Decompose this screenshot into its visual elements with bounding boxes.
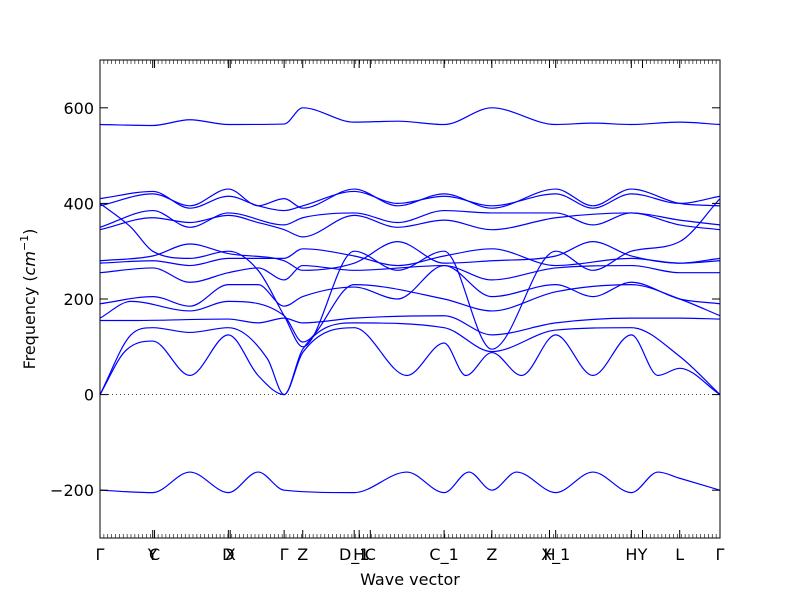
- x-tick-label: C_1: [429, 545, 458, 565]
- x-tick-label: Z: [297, 545, 308, 564]
- y-axis-label-exponent: −1: [18, 235, 31, 251]
- band-line-7: [100, 264, 720, 283]
- band-line-10: [100, 212, 720, 238]
- plot-frame: [99, 59, 721, 539]
- x-axis-label: Wave vector: [360, 570, 460, 589]
- y-tick-label: 0: [84, 386, 94, 405]
- band-line-12: [100, 188, 720, 209]
- x-tick-label: H: [543, 545, 555, 564]
- series-layer: [100, 107, 720, 494]
- y-axis-label-unit: cm: [20, 251, 39, 275]
- x-tick-label: Y: [637, 545, 648, 564]
- y-tick-label: −200: [50, 481, 94, 500]
- x-tick-label: Γ: [716, 545, 725, 564]
- x-tick-label: Γ: [96, 545, 105, 564]
- x-tick-label: D: [222, 545, 234, 564]
- band-line-3: [100, 322, 720, 396]
- band-line-5: [100, 284, 720, 343]
- band-line-15: [100, 107, 720, 127]
- y-axis-label-text: Frequency (: [20, 275, 39, 369]
- y-tick-label: 400: [63, 194, 94, 213]
- band-line-8: [100, 248, 720, 267]
- y-axis-ticks: −200 0 200 400 600: [50, 99, 720, 500]
- y-axis-label: Frequency (cm−1): [18, 229, 39, 370]
- x-tick-label: D_1: [339, 545, 370, 565]
- x-tick-label: H: [625, 545, 637, 564]
- y-tick-label: 600: [63, 99, 94, 118]
- x-tick-label: Z: [486, 545, 497, 564]
- band-line-2: [100, 327, 720, 396]
- x-tick-label: C: [149, 545, 160, 564]
- band-line-1: [100, 471, 720, 494]
- x-tick-label: Γ: [280, 545, 289, 564]
- x-axis-ticks: Γ YC DX Γ Z D_1H C C_1 Z HX_1 H Y L Γ: [96, 60, 725, 565]
- band-line-9: [100, 241, 720, 271]
- x-tick-label: X_1: [541, 545, 570, 565]
- band-line-13: [100, 190, 720, 212]
- x-tick-label: L: [675, 545, 684, 564]
- band-line-14: [100, 198, 720, 350]
- x-tick-label: Y: [147, 545, 158, 564]
- x-tick-label: H: [353, 545, 365, 564]
- y-axis-label-close: ): [20, 229, 39, 235]
- band-line-6: [100, 264, 720, 307]
- y-tick-label: 200: [63, 290, 94, 309]
- band-line-11: [100, 209, 720, 228]
- x-tick-label: X: [225, 545, 236, 564]
- x-tick-label: C: [365, 545, 376, 564]
- x-minor-ticks: [99, 60, 721, 538]
- band-line-4: [100, 315, 720, 336]
